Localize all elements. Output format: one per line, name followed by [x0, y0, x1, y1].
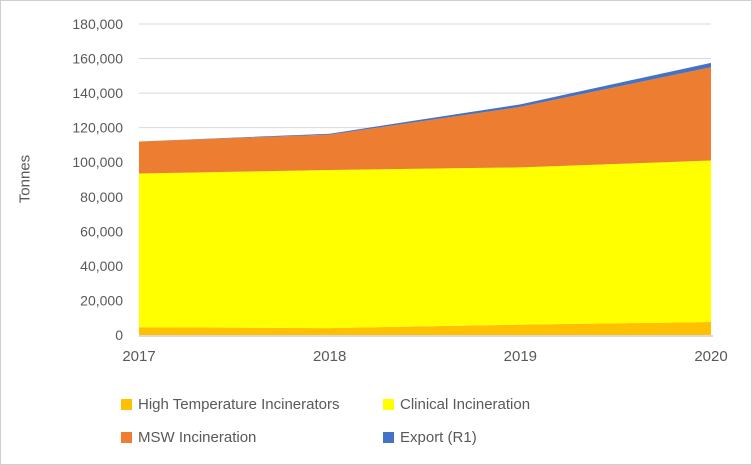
legend-item: Export (R1): [383, 429, 477, 446]
legend-swatch-icon: [383, 432, 394, 443]
y-tick-label: 40,000: [80, 258, 123, 274]
legend-item: MSW Incineration: [121, 429, 256, 446]
legend-swatch-icon: [121, 399, 132, 410]
legend-item: High Temperature Incinerators: [121, 396, 340, 413]
plot-area: 0 20,000 40,000 60,000 80,000 100,000 120,000 1…: [72, 16, 727, 365]
legend-item: Clinical Incineration: [383, 396, 530, 413]
y-tick-label: 120,000: [72, 120, 123, 136]
y-tick-label: 0: [115, 327, 123, 343]
legend-swatch-icon: [121, 432, 132, 443]
y-tick-label: 100,000: [72, 154, 123, 170]
y-tick-label: 140,000: [72, 85, 123, 101]
x-tick-label: 2018: [313, 348, 346, 365]
x-tick-label: 2019: [504, 348, 537, 365]
area-series: [139, 160, 711, 329]
y-tick-label: 160,000: [72, 51, 123, 67]
y-tick-label: 180,000: [72, 16, 123, 32]
area-series: [139, 322, 711, 335]
legend-swatch-icon: [383, 399, 394, 410]
y-tick-label: 80,000: [80, 189, 123, 205]
x-tick-label: 2017: [122, 348, 155, 365]
legend-label: MSW Incineration: [138, 429, 257, 446]
area-series: [139, 67, 711, 174]
legend-label: High Temperature Incinerators: [138, 396, 340, 413]
legend-label: Export (R1): [400, 429, 477, 446]
y-tick-label: 20,000: [80, 292, 123, 308]
y-tick-label: 60,000: [80, 223, 123, 239]
legend-label: Clinical Incineration: [400, 396, 531, 413]
x-tick-label: 2020: [694, 348, 727, 365]
